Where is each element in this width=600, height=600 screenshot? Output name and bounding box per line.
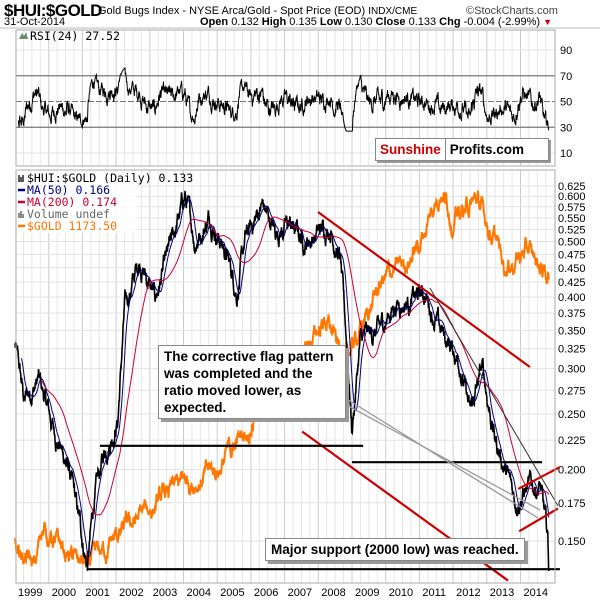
x-tick-label: 2009: [355, 587, 379, 599]
y-tick-label: 0.475: [558, 249, 586, 261]
ma50-line: [21, 198, 550, 557]
x-tick-label: 2012: [456, 587, 480, 599]
chg-value: -0.004 (-2.99%): [463, 16, 541, 28]
close-value: 0.133: [408, 16, 437, 28]
y-tick-label: 0.250: [558, 409, 586, 421]
legend-entry: $GOLD 1173.50: [27, 219, 117, 233]
axes: 1999 2000 2001 2002 2003 2004 2005 2006 2007 2008…: [18, 45, 586, 599]
x-tick-label: 2013: [490, 587, 514, 599]
annotation-flag: The corrective flag pattern was complete…: [158, 345, 346, 419]
rsi-tick-label: 10: [560, 148, 572, 160]
y-tick-label: 0.500: [558, 237, 586, 249]
y-tick-label: 0.175: [558, 498, 586, 510]
x-tick-label: 1999: [18, 587, 42, 599]
watermark-part2: Profits.com: [449, 142, 525, 157]
rsi-title: RSI(24) 27.52: [30, 29, 120, 43]
description-text: Gold Bugs Index - NYSE Arca/Gold - Spot …: [98, 5, 366, 17]
rsi-tick-label: 50: [560, 97, 572, 109]
y-tick-label: 0.325: [558, 344, 586, 356]
price-frame: [15, 169, 556, 584]
x-tick-label: 2005: [220, 587, 244, 599]
chart-date: 31-Oct-2014: [4, 16, 66, 28]
y-tick-label: 0.550: [558, 213, 586, 225]
legend-entry: MA(50) 0.166: [27, 183, 110, 197]
callout-pointer: [329, 395, 541, 519]
legend-background: [17, 171, 137, 233]
low-label: Low: [319, 16, 342, 28]
exchange: INDX/CME: [368, 6, 418, 17]
rsi-panel: [17, 66, 550, 132]
ohlc-readout: Open 0.132 High 0.135 Low 0.130 Close 0.…: [200, 16, 552, 28]
ma200-line: [41, 216, 550, 516]
ratio-series-line: [14, 190, 550, 572]
chg-label: Chg: [439, 16, 461, 28]
y-tick-label: 0.300: [558, 364, 586, 376]
annotation-support: Major support (2000 low) was reached.: [265, 538, 525, 561]
y-tick-label: 0.625: [558, 181, 586, 193]
close-label: Close: [375, 16, 406, 28]
x-tick-label: 2008: [321, 587, 345, 599]
y-tick-label: 0.525: [558, 224, 586, 236]
y-tick-label: 0.575: [558, 202, 586, 214]
high-value: 0.135: [289, 16, 317, 28]
trendline: [518, 507, 559, 533]
y-tick-label: 0.375: [558, 308, 586, 320]
trendline: [429, 287, 559, 506]
x-tick-label: 2011: [422, 587, 446, 599]
y-tick-label: 0.350: [558, 325, 586, 337]
x-tick-label: 2006: [254, 587, 278, 599]
symbol-title: $HUI:$GOLD: [4, 1, 102, 20]
y-tick-label: 0.150: [558, 536, 586, 548]
y-tick-label: 0.275: [558, 385, 586, 397]
legend-entry: Volume undef: [27, 207, 110, 221]
symbol-description: Gold Bugs Index - NYSE Arca/Gold - Spot …: [98, 5, 417, 17]
x-tick-label: 2004: [187, 587, 211, 599]
trendline: [317, 211, 531, 368]
x-tick-label: 2001: [85, 587, 109, 599]
watermark-logo: Sunshine Profits.com: [375, 138, 550, 161]
open-value: 0.132: [231, 16, 259, 28]
y-tick-label: 0.400: [558, 292, 586, 304]
x-tick-label: 2014: [524, 587, 548, 599]
high-label: High: [261, 16, 287, 28]
open-label: Open: [200, 16, 229, 28]
rsi-tick-label: 70: [560, 71, 572, 83]
y-tick-label: 0.450: [558, 263, 586, 275]
y-tick-label: 0.425: [558, 277, 586, 289]
y-tick-label: 0.225: [558, 435, 586, 447]
rsi-tick-label: 30: [560, 122, 572, 134]
rsi-icon: [19, 32, 28, 39]
rsi-label: RSI(24) 27.52: [19, 29, 120, 43]
x-tick-label: 2007: [288, 587, 312, 599]
watermark-part1: Sunshine: [376, 139, 446, 160]
legend-entry: MA(200) 0.174: [27, 195, 117, 209]
copyright: ©StockCharts.com: [466, 5, 558, 17]
price-bars-icon: [18, 175, 24, 182]
x-tick-label: 2003: [153, 587, 177, 599]
x-tick-label: 2010: [389, 587, 413, 599]
volume-icon: [18, 211, 24, 218]
trendline: [517, 466, 561, 490]
rsi-line: [17, 66, 550, 132]
low-value: 0.130: [344, 16, 373, 28]
x-tick-label: 2002: [119, 587, 143, 599]
x-tick-label: 2000: [52, 587, 76, 599]
y-tick-label: 0.600: [558, 191, 586, 203]
rsi-frame: [15, 29, 556, 167]
rsi-tick-label: 90: [560, 45, 572, 57]
down-arrow-icon: ▼: [543, 17, 553, 27]
legend-entry: $HUI:$GOLD (Daily) 0.133: [27, 171, 193, 185]
trendlines: [88, 211, 561, 582]
y-tick-label: 0.200: [558, 465, 586, 477]
